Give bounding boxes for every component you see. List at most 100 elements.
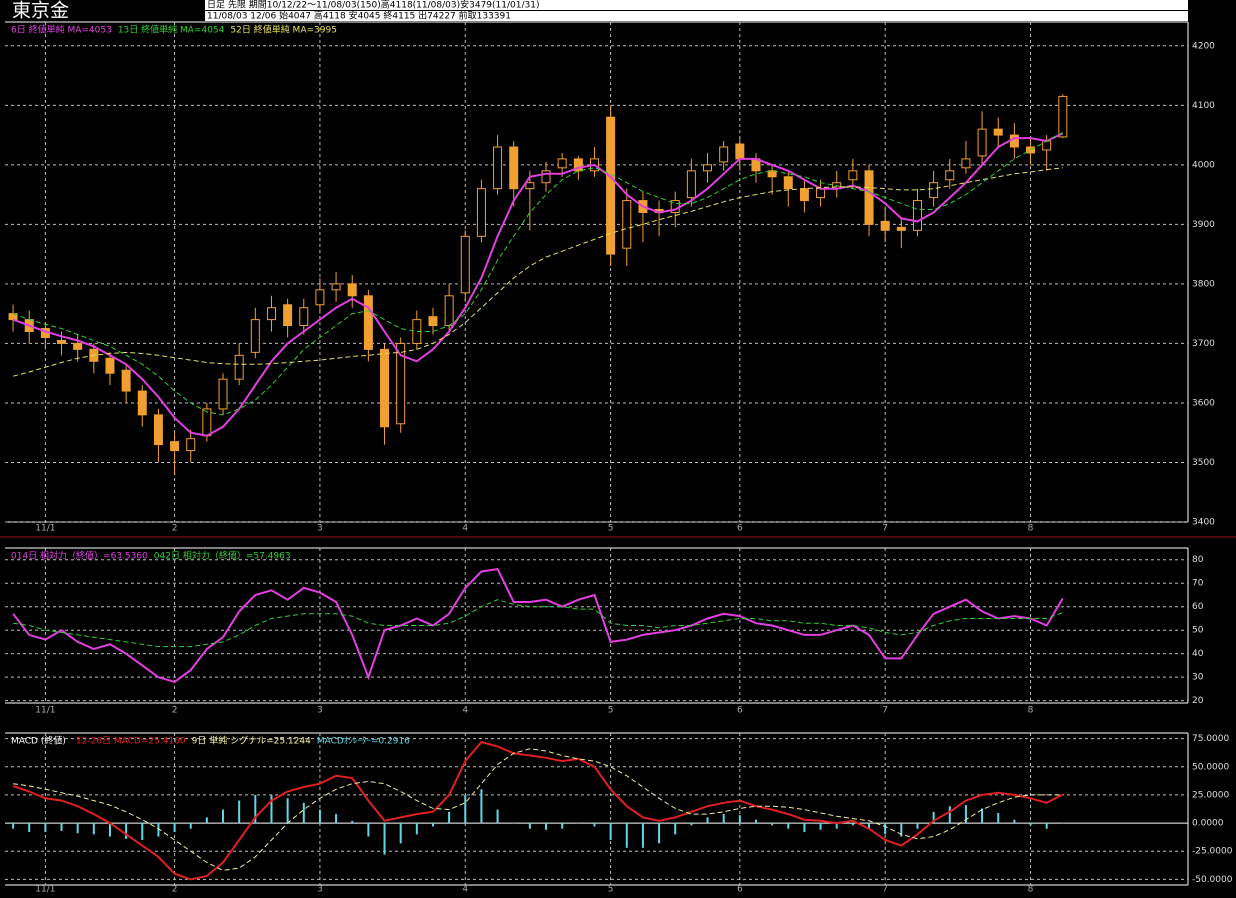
x-tick-label: 2 (172, 706, 178, 716)
x-tick-label: 8 (1028, 524, 1034, 534)
candle-body (380, 348, 390, 428)
x-tick-label: 2 (172, 885, 178, 895)
candle-body (363, 295, 373, 350)
candle-body (57, 339, 67, 344)
candle-body (945, 170, 955, 181)
histogram-bar (754, 819, 757, 824)
x-tick-label: 11/1 (35, 706, 55, 716)
y-tick-label: 30 (1192, 673, 1204, 683)
candle-body (929, 182, 939, 199)
candle-body (735, 143, 745, 160)
histogram-bar (335, 814, 338, 824)
candle-body (703, 164, 713, 172)
histogram-bar (932, 811, 935, 824)
series-line (12, 568, 1064, 683)
candle-body (896, 226, 906, 231)
histogram-bar (690, 823, 693, 826)
histogram-bar (222, 809, 225, 824)
y-tick-label: 40 (1192, 649, 1204, 659)
histogram-bar (448, 811, 451, 824)
y-tick-label: 0.0000 (1192, 819, 1224, 829)
histogram-bar (302, 802, 305, 824)
histogram-bar (528, 823, 531, 829)
histogram-bar (318, 809, 321, 824)
histogram-bar (464, 794, 467, 824)
candle-body (170, 441, 180, 452)
candle-body (331, 283, 341, 291)
x-tick-label: 2 (172, 524, 178, 534)
x-tick-label: 8 (1028, 885, 1034, 895)
histogram-bar (722, 814, 725, 824)
candle-body (73, 342, 83, 350)
candle-body (557, 158, 567, 169)
histogram-bar (205, 817, 208, 824)
candle-body (250, 319, 260, 353)
candle-body (864, 170, 874, 225)
candle-body (105, 357, 115, 374)
histogram-bar (383, 823, 386, 855)
y-tick-label: 75.0000 (1192, 734, 1229, 744)
legend-entry: 6日 終値単純 MA=4053 (11, 24, 112, 36)
histogram-bar (625, 823, 628, 848)
histogram-bar (415, 823, 418, 835)
x-tick-label: 4 (462, 706, 468, 716)
histogram-bar (76, 823, 79, 834)
histogram-bar (367, 823, 370, 837)
histogram-bar (884, 823, 887, 835)
histogram-bar (92, 823, 95, 835)
histogram-bar (851, 823, 854, 826)
histogram-bar (900, 823, 903, 837)
candle-body (476, 188, 486, 237)
candle-body (977, 128, 987, 157)
x-tick-label: 3 (317, 524, 323, 534)
legend-entry: 13日 終値単純 MA=4054 (118, 24, 225, 36)
histogram-bar (286, 798, 289, 824)
candle-body (299, 307, 309, 327)
candle-body (315, 289, 325, 306)
histogram-bar (28, 823, 31, 833)
y-tick-label: 4100 (1192, 101, 1215, 111)
info-row (205, 0, 1188, 10)
y-tick-label: -25.0000 (1192, 847, 1233, 857)
candle-body (1058, 95, 1068, 138)
candle-body (767, 170, 777, 178)
y-tick-label: 3600 (1192, 398, 1215, 408)
histogram-bar (609, 823, 612, 840)
histogram-bar (641, 823, 644, 848)
candle-body (961, 158, 971, 169)
x-tick-label: 3 (317, 706, 323, 716)
histogram-bar (512, 823, 515, 824)
histogram-bar (964, 805, 967, 824)
info-row (205, 11, 1188, 21)
y-tick-label: 3900 (1192, 220, 1215, 230)
histogram-bar (1045, 823, 1048, 829)
series-line (12, 167, 1063, 377)
x-tick-label: 4 (462, 524, 468, 534)
histogram-bar (819, 823, 822, 830)
candle-body (816, 188, 826, 199)
histogram-bar (981, 808, 984, 824)
panel-title: MACD (終値) (11, 735, 66, 747)
histogram-bar (545, 823, 548, 830)
candle-body (783, 176, 793, 190)
candle-body (444, 295, 454, 327)
candle-body (525, 182, 535, 190)
candle-body (396, 342, 406, 425)
candle-body (493, 146, 503, 190)
histogram-bar (125, 823, 128, 839)
x-tick-label: 4 (462, 885, 468, 895)
x-tick-label: 5 (608, 706, 614, 716)
histogram-bar (431, 823, 434, 827)
candle-body (266, 307, 276, 321)
candle-body (186, 438, 196, 452)
candle-body (218, 378, 228, 410)
histogram-bar (593, 823, 596, 827)
candle-body (1009, 134, 1019, 148)
histogram-bar (108, 823, 111, 837)
histogram-bar (399, 823, 402, 844)
series-line (13, 748, 1063, 871)
y-tick-label: 80 (1192, 555, 1204, 565)
y-tick-label: 3500 (1192, 458, 1215, 468)
candle-body (234, 354, 244, 380)
